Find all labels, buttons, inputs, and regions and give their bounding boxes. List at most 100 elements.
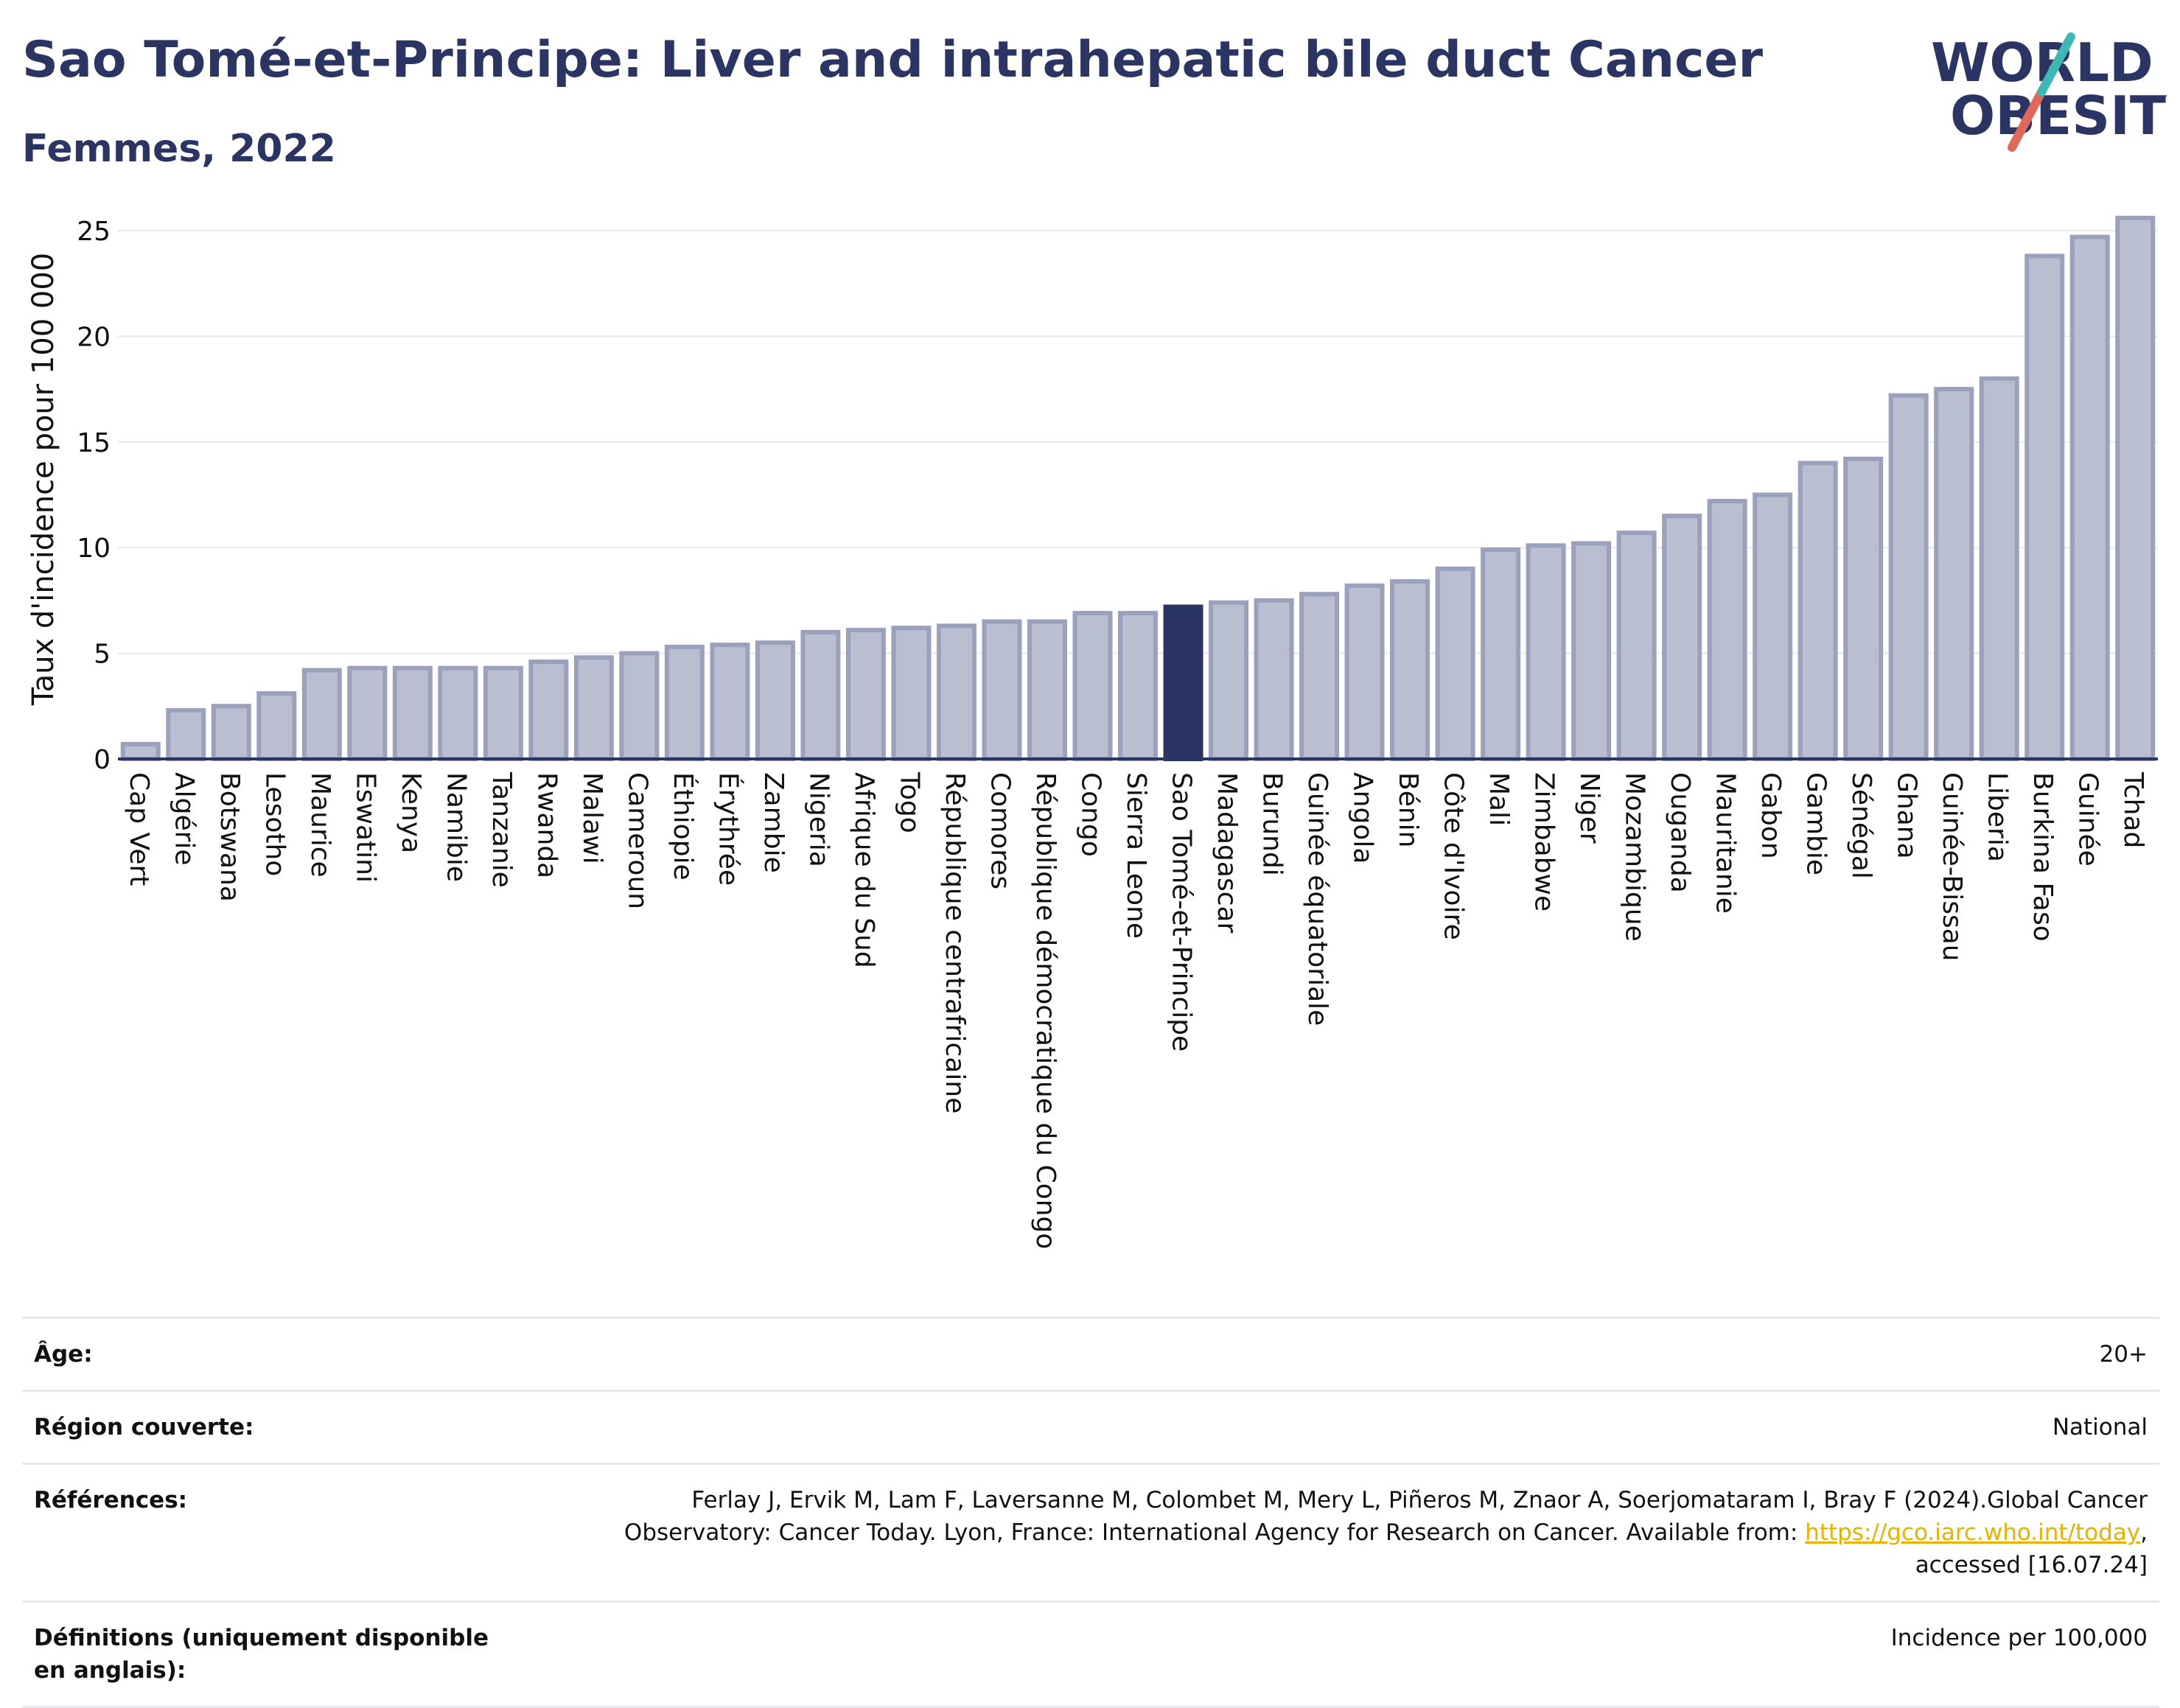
y-tick-label: 10: [77, 533, 111, 564]
bar: [800, 629, 841, 761]
x-tick-label: Guinée: [2073, 772, 2103, 867]
bar: [573, 655, 614, 761]
info-row-definitions: Définitions (uniquement disponible en an…: [22, 1600, 2159, 1708]
bar: [392, 665, 433, 762]
bar: [1979, 376, 2019, 762]
bar: [256, 691, 297, 762]
bar: [982, 619, 1022, 761]
bar: [120, 741, 161, 761]
info-label-age: Âge:: [34, 1341, 93, 1368]
x-tick-label: Comores: [985, 772, 1015, 889]
x-tick-label: Niger: [1574, 772, 1604, 844]
x-tick-label: Zambie: [758, 772, 789, 873]
x-tick-label: Cap Vert: [124, 772, 154, 886]
bar: [619, 651, 660, 761]
bar: [166, 708, 206, 761]
x-tick-label: République démocratique du Congo: [1030, 772, 1061, 1249]
x-tick-label: Lesotho: [259, 772, 290, 876]
reference-link[interactable]: https://gco.iarc.who.int/today: [1805, 1519, 2141, 1546]
bar: [936, 623, 977, 761]
chart-subtitle: Femmes, 2022: [22, 127, 336, 171]
y-tick-label: 20: [77, 322, 111, 352]
x-tick-label: Angola: [1348, 772, 1378, 864]
x-tick-label: Mauritanie: [1711, 772, 1741, 914]
reference-text: Ferlay J, Ervik M, Lam F, Laversanne M, …: [623, 1487, 2148, 1546]
info-table: Âge: 20+ Région couverte: National Référ…: [22, 1317, 2159, 1708]
x-tick-label: Kenya: [396, 772, 426, 853]
info-value-region: National: [2052, 1414, 2148, 1441]
bar: [347, 665, 388, 762]
x-tick-label: Gambie: [1801, 772, 1831, 875]
bar: [1753, 492, 1793, 761]
y-axis-label: Taux d'incidence pour 100 000: [27, 253, 60, 706]
info-label-region: Région couverte:: [34, 1414, 254, 1441]
x-tick-label: Sierra Leone: [1121, 772, 1151, 939]
x-tick-label: Guinée équatoriale: [1302, 772, 1332, 1026]
y-tick-label: 25: [77, 217, 111, 247]
bar: [528, 659, 569, 762]
x-tick-label: Algérie: [169, 772, 199, 866]
bar: [845, 628, 886, 761]
y-axis-ticks: 0 5 10 15 20 25: [77, 217, 111, 775]
bar: [1254, 598, 1294, 761]
bar: [1526, 543, 1566, 761]
bar: [2069, 234, 2110, 762]
chart-title: Sao Tomé-et-Principe: Liver and intrahep…: [22, 31, 1764, 89]
bar: [1843, 456, 1884, 761]
bar: [438, 665, 478, 762]
bar: [483, 665, 523, 762]
x-tick-label: Burkina Faso: [2027, 772, 2058, 942]
bar: [1390, 579, 1430, 762]
x-tick-label: Tanzanie: [486, 771, 517, 888]
bar: [301, 668, 342, 762]
x-axis-labels: Cap Vert Algérie Botswana Lesotho Maurice Esw…: [124, 771, 2148, 1249]
bar: [1163, 604, 1203, 762]
x-tick-label: Afrique du Sud: [849, 772, 879, 968]
info-value-definitions: Incidence per 100,000: [1890, 1625, 2148, 1651]
x-tick-label: Ghana: [1892, 772, 1922, 859]
info-value-age: 20+: [2099, 1341, 2148, 1368]
info-label-definitions: Définitions (uniquement disponible en an…: [34, 1625, 489, 1684]
bar: [664, 645, 705, 761]
bar: [710, 643, 750, 761]
y-tick-label: 15: [77, 428, 111, 458]
logo-slash-teal: [2037, 32, 2075, 97]
bar: [755, 640, 795, 762]
info-label-references: Références:: [34, 1487, 188, 1513]
x-tick-label: Burundi: [1257, 772, 1288, 876]
x-tick-label: Sao Tomé-et-Principe: [1167, 772, 1197, 1051]
y-tick-label: 0: [94, 745, 111, 775]
bar: [2024, 253, 2065, 761]
x-tick-label: Togo: [894, 771, 924, 833]
x-tick-label: Mozambique: [1620, 772, 1650, 942]
info-row-references: Références: Ferlay J, Ervik M, Lam F, La…: [22, 1463, 2159, 1600]
x-tick-label: Gabon: [1755, 772, 1786, 859]
bar: [1888, 393, 1929, 761]
x-tick-label: Malawi: [577, 772, 607, 864]
x-tick-label: Éthiopie: [668, 772, 699, 881]
info-row-age: Âge: 20+: [22, 1317, 2159, 1390]
logo-slash-red: [2008, 88, 2046, 152]
x-tick-label: Maurice: [305, 772, 335, 878]
bar: [2115, 215, 2156, 761]
x-tick-label: Mali: [1484, 772, 1514, 826]
x-tick-label: Nigeria: [803, 772, 834, 867]
x-tick-label: Tchad: [2118, 771, 2148, 848]
info-value-references: Ferlay J, Ervik M, Lam F, Laversanne M, …: [600, 1484, 2148, 1581]
bar: [1118, 611, 1158, 762]
bar: [1571, 541, 1612, 761]
x-tick-label: Sénégal: [1846, 772, 1876, 879]
reference-accessed: , accessed [16.07.24]: [1915, 1519, 2148, 1578]
bar: [1072, 611, 1113, 762]
x-tick-label: Ouganda: [1665, 772, 1695, 893]
bar: [1209, 600, 1249, 761]
bars: [120, 215, 2156, 762]
bar: [1798, 461, 1838, 761]
x-tick-label: Guinée-Bissau: [1937, 772, 1967, 962]
bar: [1662, 514, 1702, 761]
bar: [1707, 499, 1747, 761]
x-tick-label: Namibie: [441, 772, 471, 882]
bar: [1481, 547, 1521, 761]
x-tick-label: Madagascar: [1212, 772, 1242, 934]
bar: [1934, 387, 1974, 761]
